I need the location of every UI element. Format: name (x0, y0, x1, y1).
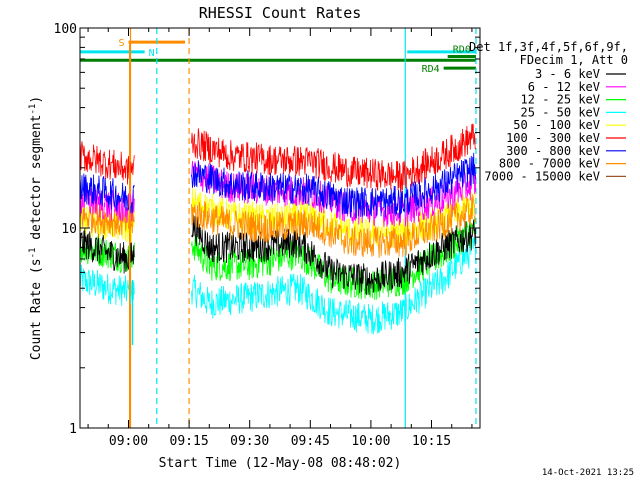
x-tick-label: 09:00 (109, 434, 148, 449)
series-100-300-kev (79, 123, 477, 193)
x-tick-label: 09:45 (291, 434, 330, 449)
y-axis-label-main: Count Rate (s (29, 258, 44, 360)
y-axis-label-exp2: -1 (28, 104, 38, 115)
legend-entry-label: 7000 - 15000 keV (484, 169, 600, 183)
legend-entry-label: 300 - 800 keV (506, 144, 600, 158)
x-axis-label: Start Time (12-May-08 08:48:02) (159, 456, 402, 471)
y-axis-label-tail: ) (29, 96, 44, 104)
x-tick-label: 09:30 (230, 434, 269, 449)
y-axis-ticks: 1 10 100 (54, 22, 480, 437)
y-tick-label: 1 (69, 422, 77, 437)
legend: Det 1f,3f,4f,5f,6f,9f, FDecim 1, Att 0 3… (469, 40, 628, 183)
series-25-50-kev (79, 235, 477, 335)
series-trace (79, 235, 477, 335)
x-tick-label: 10:00 (351, 434, 390, 449)
flag-label: S (118, 38, 124, 49)
x-tick-label: 09:15 (170, 434, 209, 449)
spike-lines (128, 42, 134, 428)
legend-entry-label: 3 - 6 keV (535, 67, 600, 81)
flag-label: RD4 (422, 64, 440, 75)
y-axis-label-mid: detector segment (29, 115, 44, 248)
y-tick-label: 10 (61, 222, 77, 237)
flag-label: RD0 (453, 45, 471, 56)
footer-timestamp: 14-Oct-2021 13:25 (542, 468, 634, 478)
series-trace (79, 214, 477, 296)
legend-header-line-2: FDecim 1, Att 0 (520, 53, 628, 67)
series-layer (79, 123, 477, 335)
legend-entry-label: 100 - 300 keV (506, 131, 600, 145)
flag-bars: S N RD0 RD4 (80, 38, 476, 75)
x-tick-label: 10:15 (412, 434, 451, 449)
series-trace (79, 152, 477, 220)
y-tick-label: 100 (54, 22, 77, 37)
chart-title: RHESSI Count Rates (199, 4, 362, 22)
x-axis-ticks: 09:00 09:15 09:30 09:45 10:00 10:15 (87, 28, 473, 449)
y-axis-label: Count Rate (s-1 detector segment-1) (28, 96, 44, 360)
legend-entry-label: 6 - 12 keV (528, 80, 600, 94)
legend-entry-label: 12 - 25 keV (521, 93, 600, 107)
series-300-800-kev (79, 152, 477, 220)
flag-label: N (149, 48, 155, 59)
legend-entry-label: 50 - 100 keV (513, 118, 600, 132)
series-3-6-kev (79, 214, 477, 296)
y-axis-label-exp1: -1 (28, 248, 38, 259)
legend-entry-label: 800 - 7000 keV (499, 157, 600, 171)
legend-header-line-1: Det 1f,3f,4f,5f,6f,9f, (469, 40, 628, 54)
legend-entry-label: 25 - 50 keV (521, 105, 600, 119)
series-trace (79, 123, 477, 193)
